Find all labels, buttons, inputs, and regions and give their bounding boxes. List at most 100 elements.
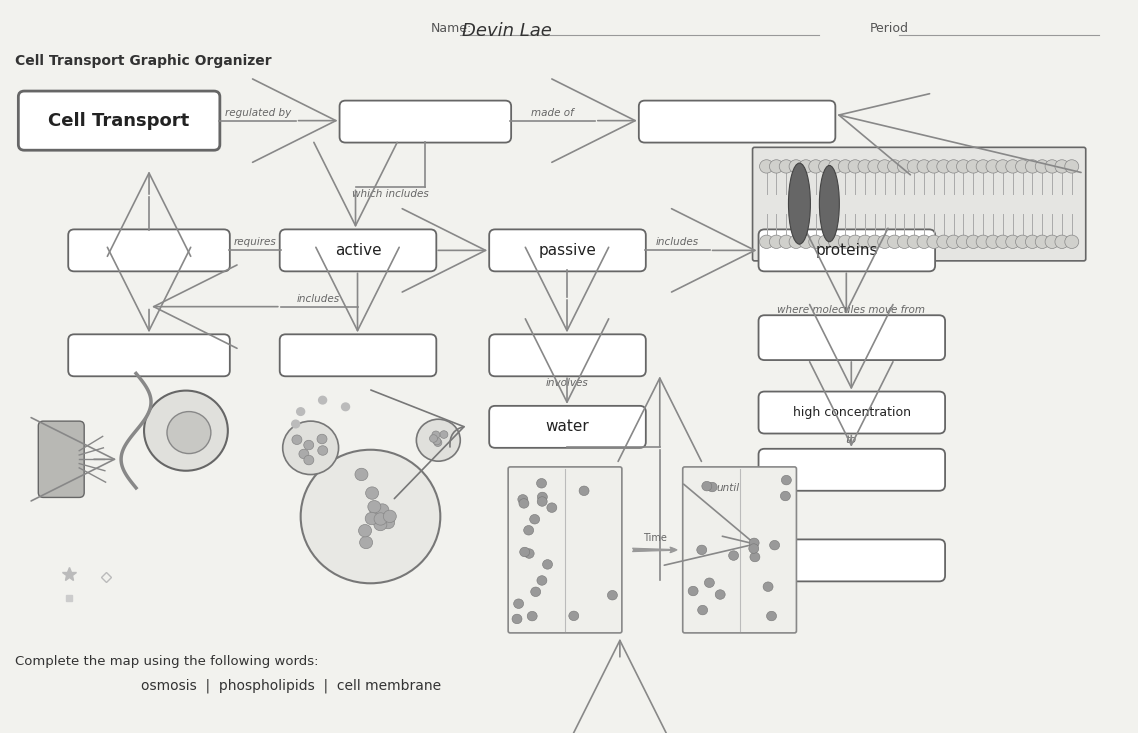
- Text: includes: includes: [655, 237, 699, 247]
- FancyBboxPatch shape: [759, 539, 945, 581]
- Circle shape: [291, 420, 299, 428]
- Circle shape: [728, 550, 739, 560]
- Circle shape: [434, 439, 442, 446]
- Circle shape: [1055, 235, 1069, 248]
- Circle shape: [688, 586, 698, 596]
- Text: Name:: Name:: [430, 23, 471, 35]
- Circle shape: [759, 160, 774, 173]
- Circle shape: [848, 235, 863, 248]
- FancyBboxPatch shape: [509, 467, 621, 633]
- Text: osmosis  |  phospholipids  |  cell membrane: osmosis | phospholipids | cell membrane: [141, 679, 442, 693]
- Circle shape: [358, 525, 371, 537]
- Circle shape: [750, 552, 760, 561]
- Circle shape: [966, 235, 980, 248]
- Circle shape: [888, 160, 901, 173]
- Circle shape: [956, 235, 971, 248]
- Circle shape: [749, 544, 759, 553]
- FancyBboxPatch shape: [280, 334, 436, 376]
- Circle shape: [536, 479, 546, 488]
- Circle shape: [365, 487, 379, 499]
- Circle shape: [917, 160, 931, 173]
- Circle shape: [858, 160, 872, 173]
- Text: passive: passive: [538, 243, 596, 258]
- Circle shape: [370, 503, 382, 515]
- Circle shape: [769, 235, 783, 248]
- Circle shape: [365, 512, 378, 525]
- Circle shape: [432, 437, 440, 445]
- Circle shape: [537, 497, 547, 507]
- Circle shape: [780, 160, 793, 173]
- Circle shape: [898, 160, 912, 173]
- FancyBboxPatch shape: [759, 391, 945, 433]
- Circle shape: [715, 590, 725, 600]
- FancyBboxPatch shape: [759, 315, 945, 360]
- Circle shape: [547, 503, 556, 512]
- Circle shape: [537, 575, 547, 585]
- Text: high concentration: high concentration: [793, 406, 910, 419]
- Circle shape: [319, 397, 327, 404]
- Circle shape: [523, 526, 534, 535]
- Circle shape: [341, 403, 349, 410]
- Circle shape: [513, 599, 523, 608]
- Circle shape: [947, 235, 960, 248]
- Circle shape: [966, 160, 980, 173]
- Circle shape: [789, 160, 803, 173]
- Circle shape: [828, 235, 842, 248]
- Circle shape: [927, 160, 941, 173]
- Circle shape: [569, 611, 579, 621]
- Circle shape: [917, 235, 931, 248]
- Circle shape: [947, 160, 960, 173]
- Circle shape: [292, 435, 302, 444]
- Circle shape: [1015, 235, 1030, 248]
- FancyBboxPatch shape: [489, 406, 645, 448]
- FancyBboxPatch shape: [759, 229, 935, 271]
- Circle shape: [767, 611, 776, 621]
- Circle shape: [702, 482, 711, 491]
- Text: water: water: [545, 419, 589, 435]
- Circle shape: [749, 538, 759, 548]
- Circle shape: [937, 160, 950, 173]
- Circle shape: [1055, 160, 1069, 173]
- Circle shape: [1045, 235, 1059, 248]
- FancyBboxPatch shape: [68, 334, 230, 376]
- Text: active: active: [335, 243, 381, 258]
- Circle shape: [956, 160, 971, 173]
- Text: regulated by: regulated by: [224, 108, 291, 118]
- Circle shape: [1036, 160, 1049, 173]
- Circle shape: [696, 545, 707, 555]
- Text: where molecules move from: where molecules move from: [777, 306, 925, 315]
- Circle shape: [799, 235, 813, 248]
- Text: to: to: [846, 435, 857, 445]
- Circle shape: [789, 235, 803, 248]
- FancyBboxPatch shape: [18, 91, 220, 150]
- Circle shape: [543, 559, 553, 569]
- Circle shape: [839, 235, 852, 248]
- Circle shape: [512, 614, 522, 624]
- Circle shape: [519, 498, 529, 508]
- Circle shape: [976, 235, 990, 248]
- Circle shape: [1025, 235, 1039, 248]
- Circle shape: [704, 578, 715, 588]
- Circle shape: [907, 160, 921, 173]
- Circle shape: [432, 431, 440, 438]
- Circle shape: [907, 235, 921, 248]
- Circle shape: [818, 160, 833, 173]
- Text: involves: involves: [545, 378, 588, 388]
- Circle shape: [529, 515, 539, 524]
- Circle shape: [318, 434, 327, 443]
- FancyBboxPatch shape: [683, 467, 797, 633]
- Circle shape: [764, 582, 773, 592]
- Circle shape: [1065, 235, 1079, 248]
- Circle shape: [877, 160, 892, 173]
- Circle shape: [518, 495, 528, 504]
- Circle shape: [799, 160, 813, 173]
- Circle shape: [167, 412, 211, 454]
- Text: Complete the map using the following words:: Complete the map using the following wor…: [15, 655, 319, 668]
- Circle shape: [868, 235, 882, 248]
- Circle shape: [1045, 160, 1059, 173]
- Circle shape: [868, 160, 882, 173]
- Text: which includes: which includes: [352, 189, 429, 199]
- Circle shape: [579, 486, 589, 496]
- Text: Time: Time: [643, 534, 667, 543]
- FancyBboxPatch shape: [638, 100, 835, 143]
